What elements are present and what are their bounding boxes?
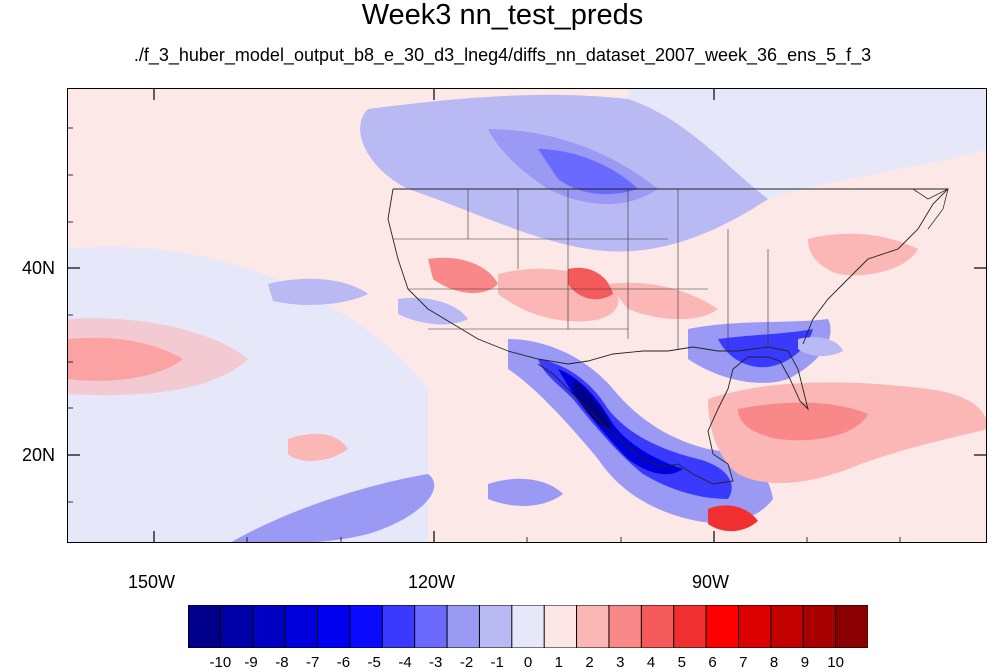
colorbar-box: [576, 605, 610, 648]
map-subtitle: ./f_3_huber_model_output_b8_e_30_d3_lneg…: [133, 45, 872, 65]
colorbar-box: [511, 605, 545, 648]
map-title: Week3 nn_test_preds: [361, 0, 644, 31]
colorbar-tick-label: 3: [616, 654, 625, 671]
anomaly-field: [68, 89, 986, 542]
colorbar-tick-label: -5: [367, 654, 381, 671]
colorbar-box: [543, 605, 578, 648]
colorbar-box: [252, 605, 286, 648]
colorbar-tick-label: 10: [827, 654, 844, 671]
colorbar-tick-label: 8: [769, 654, 779, 671]
colorbar-box: [188, 605, 222, 648]
lat-label-20n: 20N: [22, 445, 56, 465]
colorbar-tick-label: 7: [739, 654, 748, 671]
colorbar-box: [705, 605, 740, 648]
colorbar-box: [478, 605, 513, 648]
colorbar-box: [640, 605, 675, 648]
lon-label-120w: 120W: [408, 572, 456, 592]
colorbar-box: [414, 605, 448, 648]
colorbar-tick-label: -8: [275, 654, 289, 671]
colorbar-tick-label: 6: [708, 654, 717, 671]
colorbar-boxes: [188, 605, 868, 648]
colorbar-tick-label: 5: [677, 654, 686, 671]
colorbar: [188, 605, 868, 648]
colorbar-tick-label: -9: [244, 654, 258, 671]
colorbar-box: [802, 605, 837, 648]
colorbar-box: [446, 605, 481, 648]
colorbar-tick-label: -6: [336, 654, 351, 671]
colorbar-box: [349, 605, 384, 648]
colorbar-tick-label: -10: [209, 654, 232, 671]
colorbar-tick-label: -7: [306, 654, 320, 671]
colorbar-tick-label: 2: [585, 654, 594, 671]
colorbar-tick-label: -4: [398, 654, 412, 671]
colorbar-box: [219, 605, 254, 648]
colorbar-box: [737, 605, 772, 648]
colorbar-tick-label: 1: [554, 654, 563, 671]
colorbar-box: [381, 605, 416, 648]
lon-label-90w: 90W: [692, 572, 730, 592]
colorbar-box: [317, 605, 351, 648]
colorbar-tick-label: -2: [459, 654, 474, 671]
colorbar-tick-label: -3: [429, 654, 443, 671]
colorbar-box: [673, 605, 707, 648]
map-panel: [67, 88, 987, 543]
colorbar-tick-label: 0: [523, 654, 533, 671]
colorbar-box: [608, 605, 643, 648]
colorbar-tick-label: -1: [490, 654, 504, 671]
lon-label-150w: 150W: [128, 572, 176, 592]
colorbar-tick-label: 9: [800, 654, 810, 671]
colorbar-box: [770, 605, 805, 648]
colorbar-box: [835, 605, 868, 648]
colorbar-box: [284, 605, 319, 648]
colorbar-tick-label: 4: [646, 654, 656, 671]
lat-label-40n: 40N: [22, 258, 56, 278]
